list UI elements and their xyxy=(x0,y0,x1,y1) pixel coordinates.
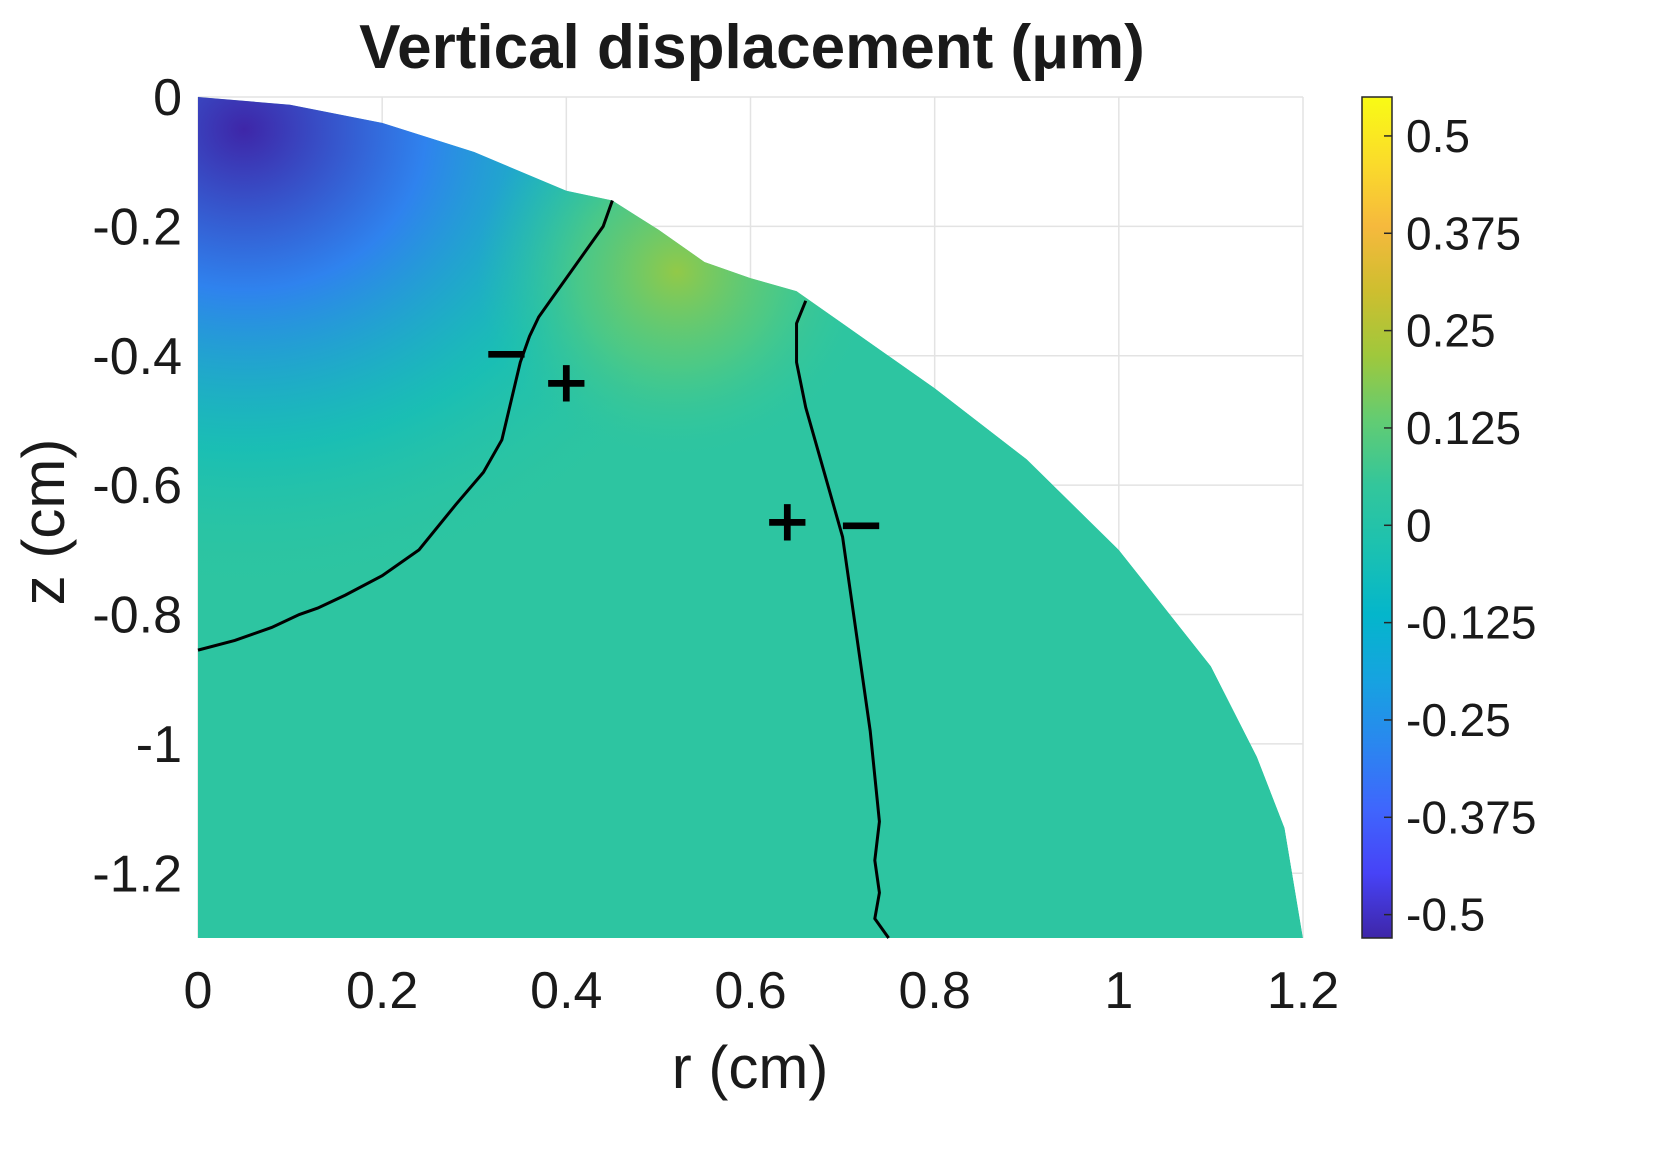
y-tick-label: -0.2 xyxy=(92,198,182,256)
x-tick-label: 0 xyxy=(184,962,213,1020)
zero-contour-2 xyxy=(795,300,890,939)
chart-title: Vertical displacement (μm) xyxy=(359,13,1145,82)
y-axis-label: z (cm) xyxy=(10,439,77,606)
y-axis: 0 -0.2 -0.4 -0.6 -0.8 -1 -1.2 xyxy=(92,69,182,903)
contour-lines xyxy=(197,200,890,939)
zero-contour-1 xyxy=(197,200,614,652)
y-tick-label: -0.8 xyxy=(92,587,182,645)
x-tick-label: 0.4 xyxy=(530,962,602,1020)
colorbar-tick-label: 0 xyxy=(1406,499,1432,551)
x-axis: 0 0.2 0.4 0.6 0.8 1 1.2 xyxy=(184,962,1340,1020)
x-tick-label: 0.2 xyxy=(346,962,418,1020)
colorbar-tick-label: -0.5 xyxy=(1406,889,1485,941)
field-maximum xyxy=(476,97,877,462)
y-tick-label: -1 xyxy=(136,716,182,774)
displacement-field xyxy=(198,97,1303,938)
colorbar-tick-label: -0.125 xyxy=(1406,597,1536,649)
sign-annotation-1: + xyxy=(542,348,591,416)
y-tick-label: -0.4 xyxy=(92,328,182,386)
y-tick-label: -0.6 xyxy=(92,457,182,515)
y-tick-label: 0 xyxy=(153,69,182,127)
colorbar-tick-label: 0.125 xyxy=(1406,402,1521,454)
x-tick-label: 0.6 xyxy=(714,962,786,1020)
x-tick-label: 0.8 xyxy=(899,962,971,1020)
y-tick-label: -1.2 xyxy=(92,845,182,903)
colorbar-tick-label: 0.5 xyxy=(1406,110,1470,162)
plot-area: − ++ − xyxy=(197,96,1304,939)
colorbar: 0.5 0.375 0.25 0.125 0 -0.125 -0.25 -0.375 -0.5 xyxy=(1361,96,1536,941)
sign-annotation-3: − xyxy=(837,490,886,558)
x-tick-label: 1.2 xyxy=(1267,962,1339,1020)
colorbar-scale xyxy=(1361,96,1393,939)
colorbar-tick-label: -0.375 xyxy=(1406,791,1536,843)
sign-annotation-2: + xyxy=(763,487,812,555)
x-axis-label: r (cm) xyxy=(672,1034,829,1101)
sign-annotation-0: − xyxy=(482,319,531,387)
x-tick-label: 1 xyxy=(1104,962,1133,1020)
colorbar-tick-label: 0.25 xyxy=(1406,305,1496,357)
colorbar-tick-label: -0.25 xyxy=(1406,694,1511,746)
sign-annotations: − ++ − xyxy=(482,319,885,558)
colorbar-tick-label: 0.375 xyxy=(1406,207,1521,259)
